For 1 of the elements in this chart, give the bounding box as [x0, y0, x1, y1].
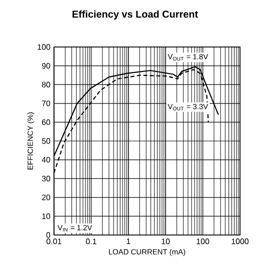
- chart-title: Efficiency vs Load Current: [72, 10, 198, 20]
